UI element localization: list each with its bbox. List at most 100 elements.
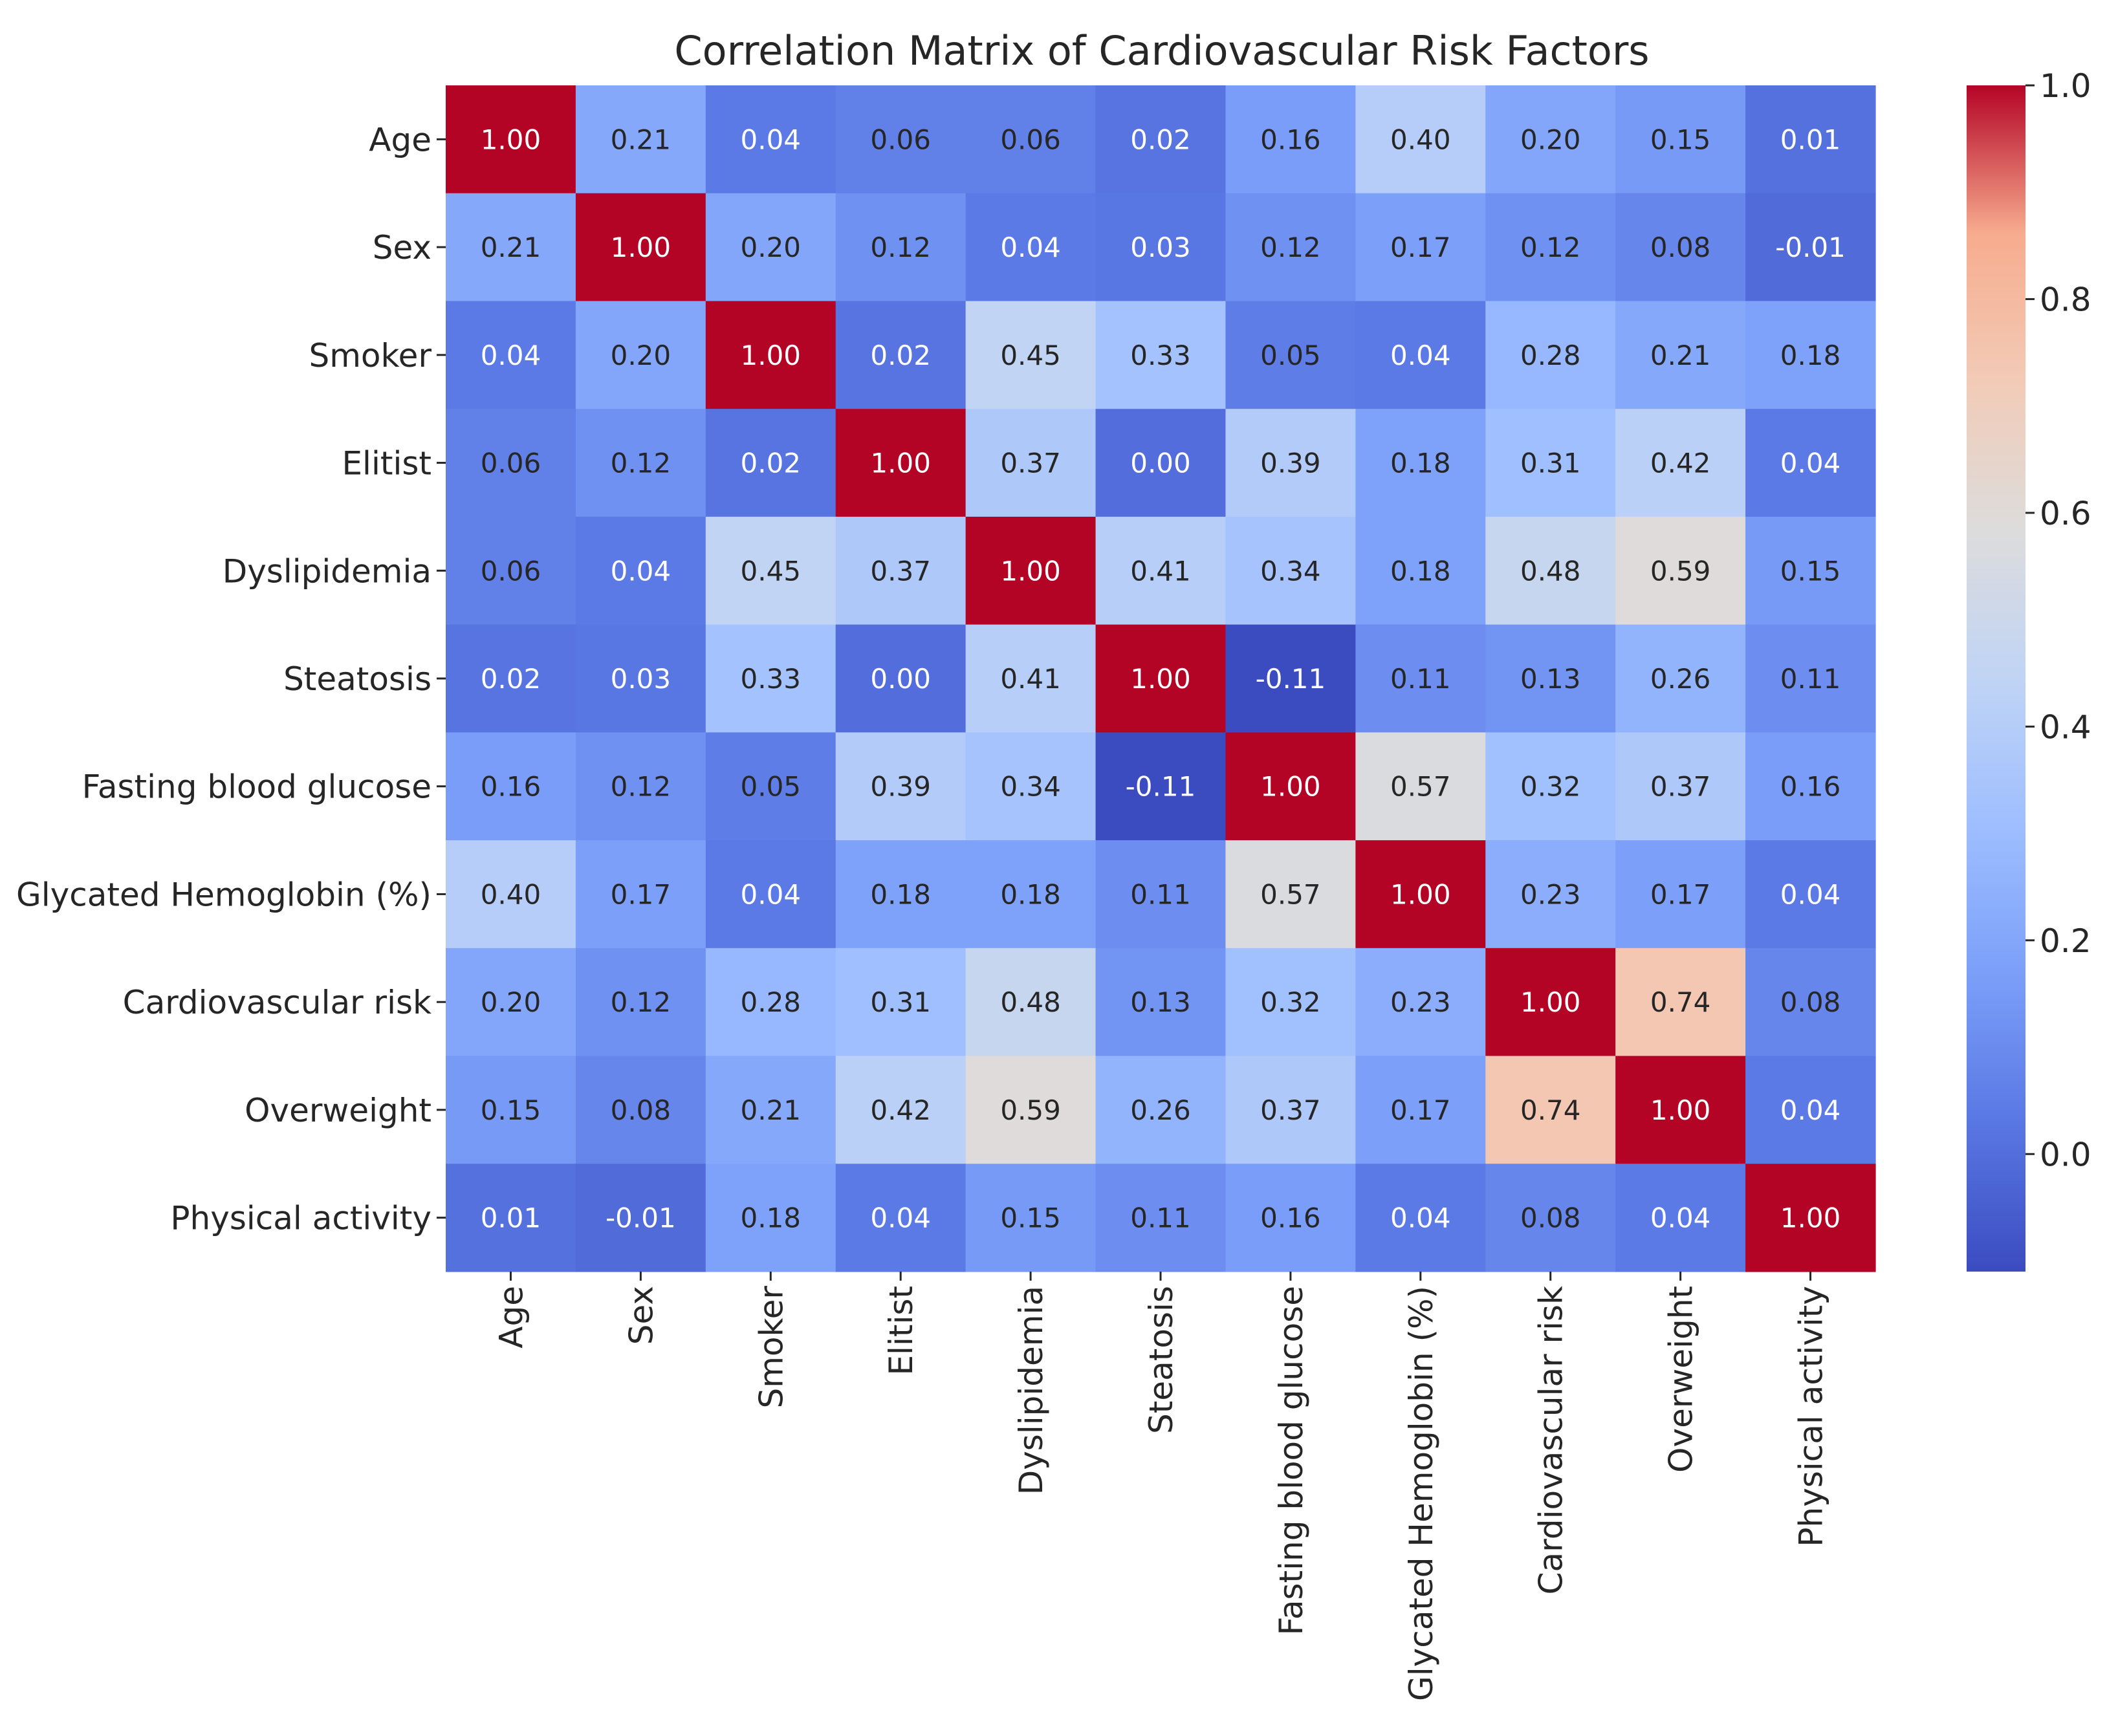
heatmap-cell-10-6 xyxy=(1225,1164,1356,1272)
x-tick-label-dyslipidemia: Dyslipidemia xyxy=(1012,1286,1050,1495)
cell-value-label: 0.08 xyxy=(1780,986,1841,1018)
heatmap-cell-4-9 xyxy=(1615,516,1746,625)
cell-value-label: 1.00 xyxy=(1520,986,1581,1018)
cell-value-label: 0.18 xyxy=(870,878,931,910)
heatmap-cell-4-2 xyxy=(705,516,836,625)
heatmap-cell-9-4 xyxy=(965,1056,1097,1164)
cell-value-label: 0.00 xyxy=(1130,448,1191,479)
heatmap-cell-2-4 xyxy=(965,301,1097,409)
cell-value-label: 0.42 xyxy=(1650,448,1711,479)
cell-value-label: 0.18 xyxy=(1780,340,1841,371)
cell-value-label: 1.00 xyxy=(741,340,802,371)
heatmap-cell-0-10 xyxy=(1745,85,1876,194)
cell-value-label: -0.11 xyxy=(1126,771,1196,803)
heatmap-cell-8-0 xyxy=(446,948,576,1057)
cell-value-label: -0.01 xyxy=(606,1202,676,1234)
cell-value-label: 0.13 xyxy=(1130,986,1191,1018)
cell-value-label: 0.21 xyxy=(1650,340,1711,371)
heatmap-cell-1-9 xyxy=(1615,193,1746,302)
heatmap-cell-4-3 xyxy=(835,516,966,625)
heatmap-cell-1-1 xyxy=(575,193,706,302)
colorbar-tick-label: 0.8 xyxy=(2040,281,2091,318)
cell-value-label: 0.34 xyxy=(1260,555,1321,587)
cell-value-label: 0.04 xyxy=(1780,1094,1841,1126)
cell-value-label: 0.03 xyxy=(611,663,671,695)
heatmap-cell-3-5 xyxy=(1095,409,1227,517)
cell-value-label: 0.26 xyxy=(1650,663,1711,695)
x-tick-label-overweight: Overweight xyxy=(1663,1286,1700,1473)
colorbar-tick-label: 0.0 xyxy=(2040,1136,2091,1173)
heatmap-cell-7-7 xyxy=(1355,840,1486,949)
cell-value-label: 0.03 xyxy=(1130,232,1191,263)
cell-value-label: 0.41 xyxy=(1130,555,1191,587)
y-tick-label-dyslipidemia: Dyslipidemia xyxy=(223,552,431,590)
cell-value-label: 0.04 xyxy=(741,124,802,155)
heatmap-cell-1-7 xyxy=(1355,193,1486,302)
heatmap-cell-0-8 xyxy=(1485,85,1616,194)
cell-value-label: 0.32 xyxy=(1520,771,1581,803)
heatmap-cell-10-2 xyxy=(705,1164,836,1272)
cell-value-label: 0.11 xyxy=(1780,663,1841,695)
cell-value-label: 0.17 xyxy=(1650,878,1711,910)
heatmap-cell-3-9 xyxy=(1615,409,1746,517)
cell-value-label: 1.00 xyxy=(1390,878,1451,910)
x-tick-label-elitist: Elitist xyxy=(882,1286,920,1376)
cell-value-label: 0.23 xyxy=(1520,878,1581,910)
cell-value-label: 0.31 xyxy=(1520,448,1581,479)
heatmap-cell-7-9 xyxy=(1615,840,1746,949)
cell-value-label: 0.40 xyxy=(481,878,541,910)
cell-value-label: 0.17 xyxy=(611,878,671,910)
cell-value-label: 0.33 xyxy=(1130,340,1191,371)
heatmap-cell-4-4 xyxy=(965,516,1097,625)
heatmap-cell-5-10 xyxy=(1745,624,1876,733)
cell-value-label: 0.40 xyxy=(1390,124,1451,155)
y-tick-label-fasting-blood-glucose: Fasting blood glucose xyxy=(82,768,431,806)
cell-value-label: 0.06 xyxy=(481,448,541,479)
colorbar-tick-label: 0.4 xyxy=(2040,708,2091,746)
cell-value-label: 0.05 xyxy=(1260,340,1321,371)
heatmap-cell-3-0 xyxy=(446,409,576,517)
heatmap-cell-5-5 xyxy=(1095,624,1227,733)
heatmap-cell-6-1 xyxy=(575,732,706,841)
heatmap-cell-0-1 xyxy=(575,85,706,194)
heatmap-cell-2-8 xyxy=(1485,301,1616,409)
cell-value-label: 0.33 xyxy=(741,663,802,695)
cell-value-label: 0.12 xyxy=(1260,232,1321,263)
cell-value-label: 0.16 xyxy=(1260,124,1321,155)
cell-value-label: 0.45 xyxy=(1000,340,1061,371)
cell-value-label: 0.04 xyxy=(1390,1202,1451,1234)
colorbar-tick-label: 0.2 xyxy=(2040,922,2091,960)
cell-value-label: 0.08 xyxy=(1650,232,1711,263)
x-tick-label-steatosis: Steatosis xyxy=(1142,1286,1180,1434)
cell-value-label: 0.04 xyxy=(870,1202,931,1234)
heatmap-cell-0-4 xyxy=(965,85,1097,194)
heatmap-cell-1-4 xyxy=(965,193,1097,302)
cell-value-label: 0.15 xyxy=(1780,555,1841,587)
cell-value-label: 1.00 xyxy=(1260,771,1321,803)
x-tick-label-sex: Sex xyxy=(622,1286,660,1345)
cell-value-label: 0.12 xyxy=(1520,232,1581,263)
cell-value-label: 0.39 xyxy=(870,771,931,803)
cell-value-label: 0.02 xyxy=(481,663,541,695)
cell-value-label: 0.13 xyxy=(1520,663,1581,695)
heatmap-cell-1-2 xyxy=(705,193,836,302)
cell-value-label: 0.48 xyxy=(1520,555,1581,587)
cell-value-label: 0.37 xyxy=(1650,771,1711,803)
heatmap-cell-10-9 xyxy=(1615,1164,1746,1272)
cell-value-label: 0.28 xyxy=(741,986,802,1018)
cell-value-label: 0.02 xyxy=(1130,124,1191,155)
cell-value-label: 0.08 xyxy=(611,1094,671,1126)
heatmap-cell-5-0 xyxy=(446,624,576,733)
y-tick-label-steatosis: Steatosis xyxy=(283,660,431,698)
heatmap-cell-0-5 xyxy=(1095,85,1227,194)
cell-value-label: 0.42 xyxy=(870,1094,931,1126)
heatmap-cell-7-4 xyxy=(965,840,1097,949)
y-tick-label-overweight: Overweight xyxy=(245,1092,431,1129)
colorbar: 0.0 0.2 0.4 0.6 0.8 1.0 xyxy=(1967,67,2091,1272)
heatmap-cell-5-3 xyxy=(835,624,966,733)
cell-value-label: 0.26 xyxy=(1130,1094,1191,1126)
x-tick-label-smoker: Smoker xyxy=(752,1286,790,1409)
x-tick-label-cardiovascular-risk: Cardiovascular risk xyxy=(1533,1286,1570,1594)
cell-value-label: 0.02 xyxy=(870,340,931,371)
heatmap-cell-3-4 xyxy=(965,409,1097,517)
